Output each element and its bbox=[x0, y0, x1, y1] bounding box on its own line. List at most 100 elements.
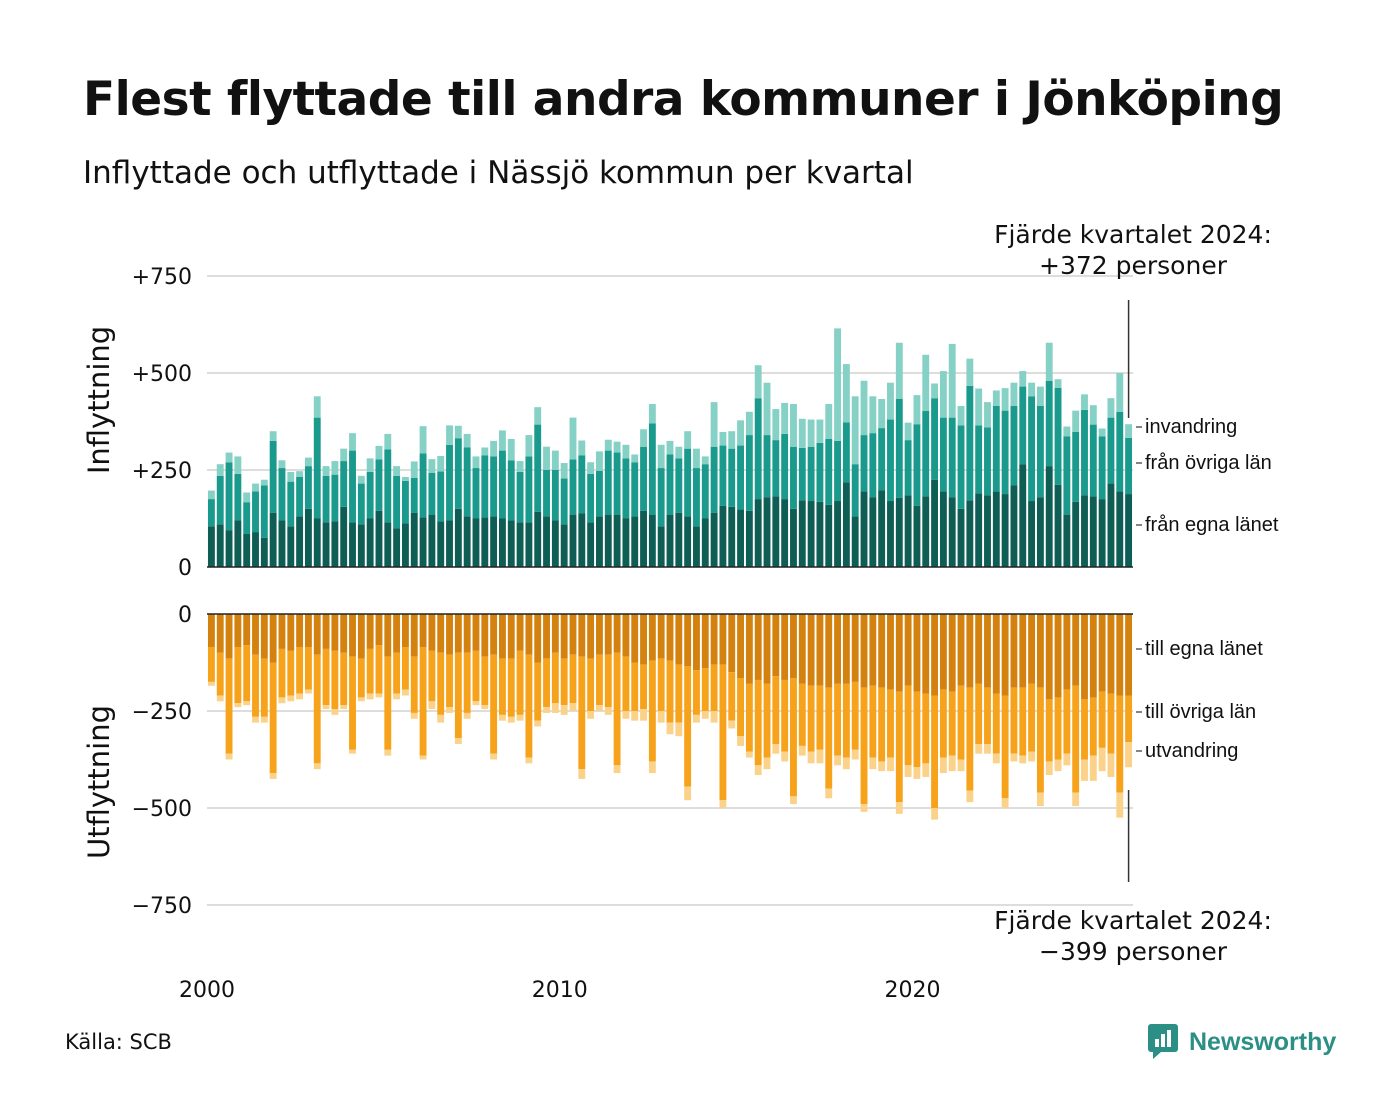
bar-out-utvandring bbox=[1054, 759, 1062, 772]
bar-in-invandring bbox=[790, 404, 797, 447]
bar-in-invandring bbox=[966, 358, 974, 386]
bar-out-utvandring bbox=[357, 697, 365, 702]
bar-out-utvandring bbox=[401, 689, 409, 696]
bar-out-to-egna-lanet bbox=[543, 614, 550, 659]
bar-in-invandring bbox=[1054, 379, 1062, 388]
bar-out-to-ovriga-lan bbox=[966, 687, 974, 791]
bar-in-invandring bbox=[1036, 386, 1044, 406]
bar-in-invandring bbox=[1098, 428, 1106, 437]
y-tick-label-top: 0 bbox=[178, 556, 192, 581]
bar-in-from-ovriga-lan bbox=[984, 427, 991, 496]
bar-out-to-ovriga-lan bbox=[710, 664, 718, 711]
bar-in-invandring bbox=[895, 342, 903, 399]
y-tick-label-bottom: −750 bbox=[132, 894, 192, 919]
bar-in-from-ovriga-lan bbox=[1054, 387, 1062, 485]
bar-in-from-egna-lanet bbox=[834, 501, 841, 567]
y-tick-label-bottom: −250 bbox=[132, 700, 192, 725]
bar-out-to-ovriga-lan bbox=[842, 683, 850, 758]
bar-in-invandring bbox=[604, 439, 612, 451]
bar-in-from-ovriga-lan bbox=[992, 405, 1000, 492]
bar-out-utvandring bbox=[1045, 761, 1053, 776]
bar-out-to-egna-lanet bbox=[225, 614, 233, 659]
bar-in-from-ovriga-lan bbox=[684, 448, 692, 517]
bar-in-from-ovriga-lan bbox=[710, 446, 718, 513]
bar-in-from-egna-lanet bbox=[710, 512, 718, 567]
bar-in-from-egna-lanet bbox=[331, 521, 339, 567]
bar-out-to-egna-lanet bbox=[1010, 614, 1018, 688]
bar-in-from-egna-lanet bbox=[340, 506, 348, 567]
bar-out-utvandring bbox=[1081, 759, 1088, 781]
bar-in-from-ovriga-lan bbox=[763, 435, 771, 498]
bar-out-utvandring bbox=[825, 788, 833, 799]
bar-out-utvandring bbox=[1010, 753, 1018, 762]
bar-in-from-ovriga-lan bbox=[1036, 405, 1044, 498]
bar-in-from-ovriga-lan bbox=[1107, 417, 1115, 484]
bar-out-to-ovriga-lan bbox=[622, 656, 630, 711]
bar-out-to-egna-lanet bbox=[684, 614, 692, 667]
bar-out-to-egna-lanet bbox=[313, 614, 321, 655]
bar-out-utvandring bbox=[587, 711, 595, 719]
bar-in-invandring bbox=[648, 404, 656, 424]
bar-out-to-ovriga-lan bbox=[631, 662, 639, 711]
bar-out-utvandring bbox=[481, 705, 489, 710]
bar-in-invandring bbox=[816, 419, 824, 443]
bar-out-to-egna-lanet bbox=[287, 614, 295, 651]
bar-in-from-egna-lanet bbox=[666, 514, 674, 567]
bar-in-invandring bbox=[313, 396, 321, 418]
bar-in-from-ovriga-lan bbox=[225, 462, 233, 531]
bar-in-from-ovriga-lan bbox=[1028, 396, 1036, 502]
bar-in-from-egna-lanet bbox=[1063, 514, 1071, 567]
bar-out-utvandring bbox=[1028, 751, 1036, 762]
bar-in-invandring bbox=[534, 407, 542, 425]
bar-out-to-ovriga-lan bbox=[737, 678, 744, 737]
bar-out-to-ovriga-lan bbox=[366, 648, 374, 694]
bar-in-invandring bbox=[225, 452, 233, 463]
bar-out-utvandring bbox=[313, 763, 321, 770]
bar-in-from-egna-lanet bbox=[410, 512, 418, 567]
bar-in-from-ovriga-lan bbox=[587, 473, 595, 523]
bar-in-from-egna-lanet bbox=[287, 526, 295, 567]
bar-in-from-ovriga-lan bbox=[419, 453, 427, 518]
callout-top-line1: Fjärde kvartalet 2024: bbox=[994, 220, 1272, 249]
bar-out-utvandring bbox=[1063, 753, 1071, 766]
bar-in-invandring bbox=[631, 454, 639, 463]
bar-out-to-egna-lanet bbox=[657, 614, 665, 659]
bar-out-to-ovriga-lan bbox=[913, 691, 921, 768]
bar-in-from-egna-lanet bbox=[525, 522, 533, 567]
bar-in-from-egna-lanet bbox=[719, 505, 727, 567]
bar-in-from-ovriga-lan bbox=[313, 417, 321, 519]
bar-out-to-ovriga-lan bbox=[551, 652, 559, 704]
bar-in-invandring bbox=[666, 440, 674, 455]
bar-out-utvandring bbox=[631, 711, 639, 721]
bar-out-to-ovriga-lan bbox=[939, 689, 947, 758]
bar-out-utvandring bbox=[243, 701, 251, 706]
bar-out-to-ovriga-lan bbox=[648, 660, 656, 762]
bar-in-from-ovriga-lan bbox=[1045, 380, 1053, 467]
bar-in-invandring bbox=[913, 395, 921, 425]
bar-out-to-ovriga-lan bbox=[313, 654, 321, 764]
bar-in-from-egna-lanet bbox=[966, 500, 974, 567]
bar-in-from-ovriga-lan bbox=[798, 447, 806, 501]
bar-in-from-ovriga-lan bbox=[807, 446, 815, 502]
bar-in-from-ovriga-lan bbox=[543, 470, 550, 517]
bar-out-utvandring bbox=[216, 695, 224, 702]
bar-out-to-ovriga-lan bbox=[693, 670, 700, 715]
bar-out-to-ovriga-lan bbox=[384, 656, 392, 750]
bar-in-from-ovriga-lan bbox=[216, 475, 224, 525]
bar-in-from-egna-lanet bbox=[1019, 464, 1027, 567]
series-label-bottom: till egna länet bbox=[1145, 638, 1263, 660]
bar-in-invandring bbox=[454, 425, 462, 439]
bar-in-invandring bbox=[701, 456, 709, 465]
bar-in-from-egna-lanet bbox=[578, 513, 586, 567]
bar-in-invandring bbox=[939, 371, 947, 418]
bar-in-from-egna-lanet bbox=[851, 516, 859, 567]
bar-out-utvandring bbox=[269, 773, 277, 779]
bar-out-to-egna-lanet bbox=[525, 614, 533, 655]
bar-out-utvandring bbox=[666, 722, 674, 735]
bar-out-to-egna-lanet bbox=[772, 614, 780, 677]
bar-in-from-ovriga-lan bbox=[401, 480, 409, 524]
bar-in-from-ovriga-lan bbox=[322, 475, 330, 523]
bar-out-to-egna-lanet bbox=[278, 614, 286, 649]
bar-out-utvandring bbox=[375, 693, 383, 698]
bar-out-to-ovriga-lan bbox=[243, 645, 251, 702]
